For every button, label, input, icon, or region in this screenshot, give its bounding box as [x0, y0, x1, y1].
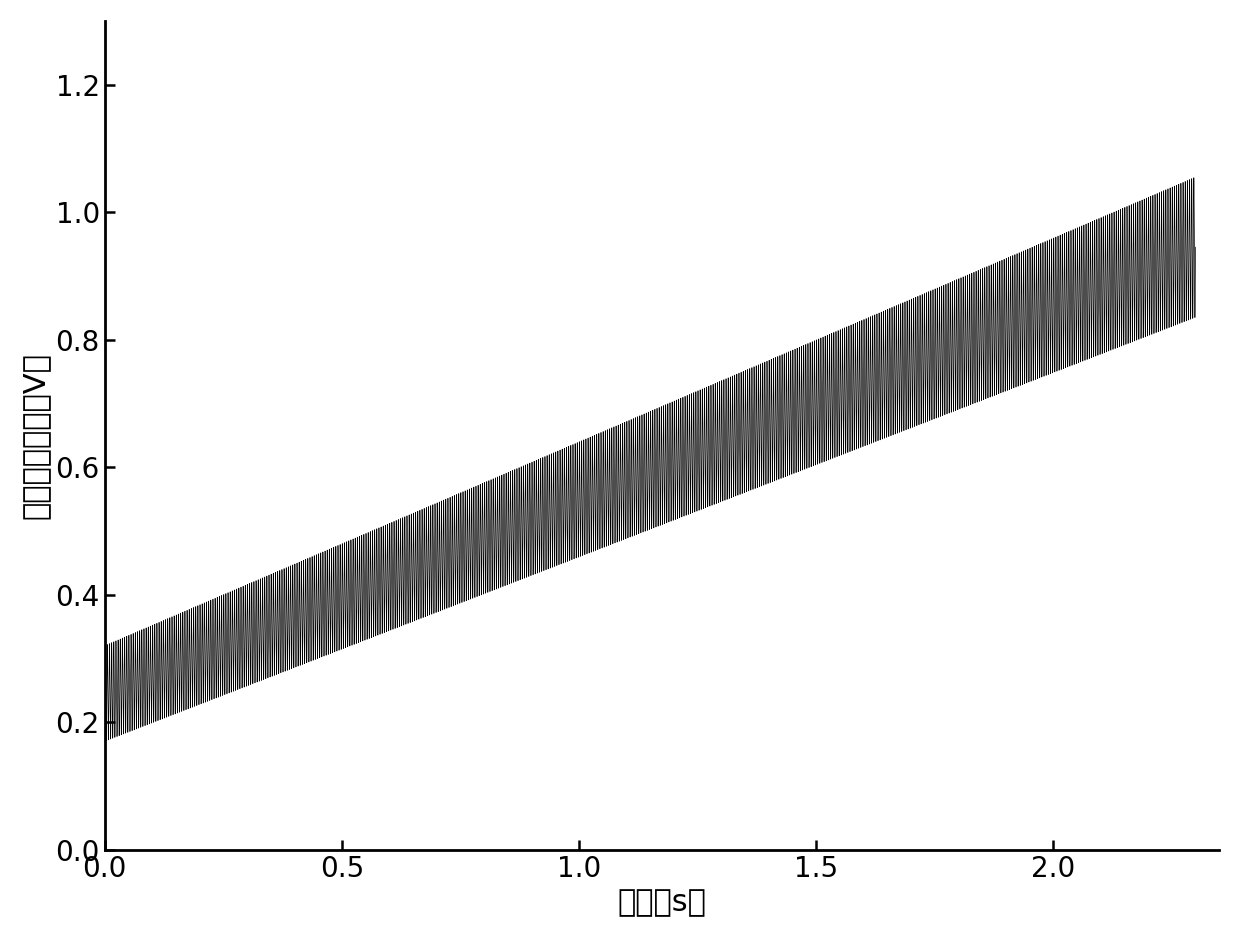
Y-axis label: 驱动电压幅値（V）: 驱动电压幅値（V）: [21, 352, 50, 519]
X-axis label: 时间（s）: 时间（s）: [618, 888, 707, 917]
